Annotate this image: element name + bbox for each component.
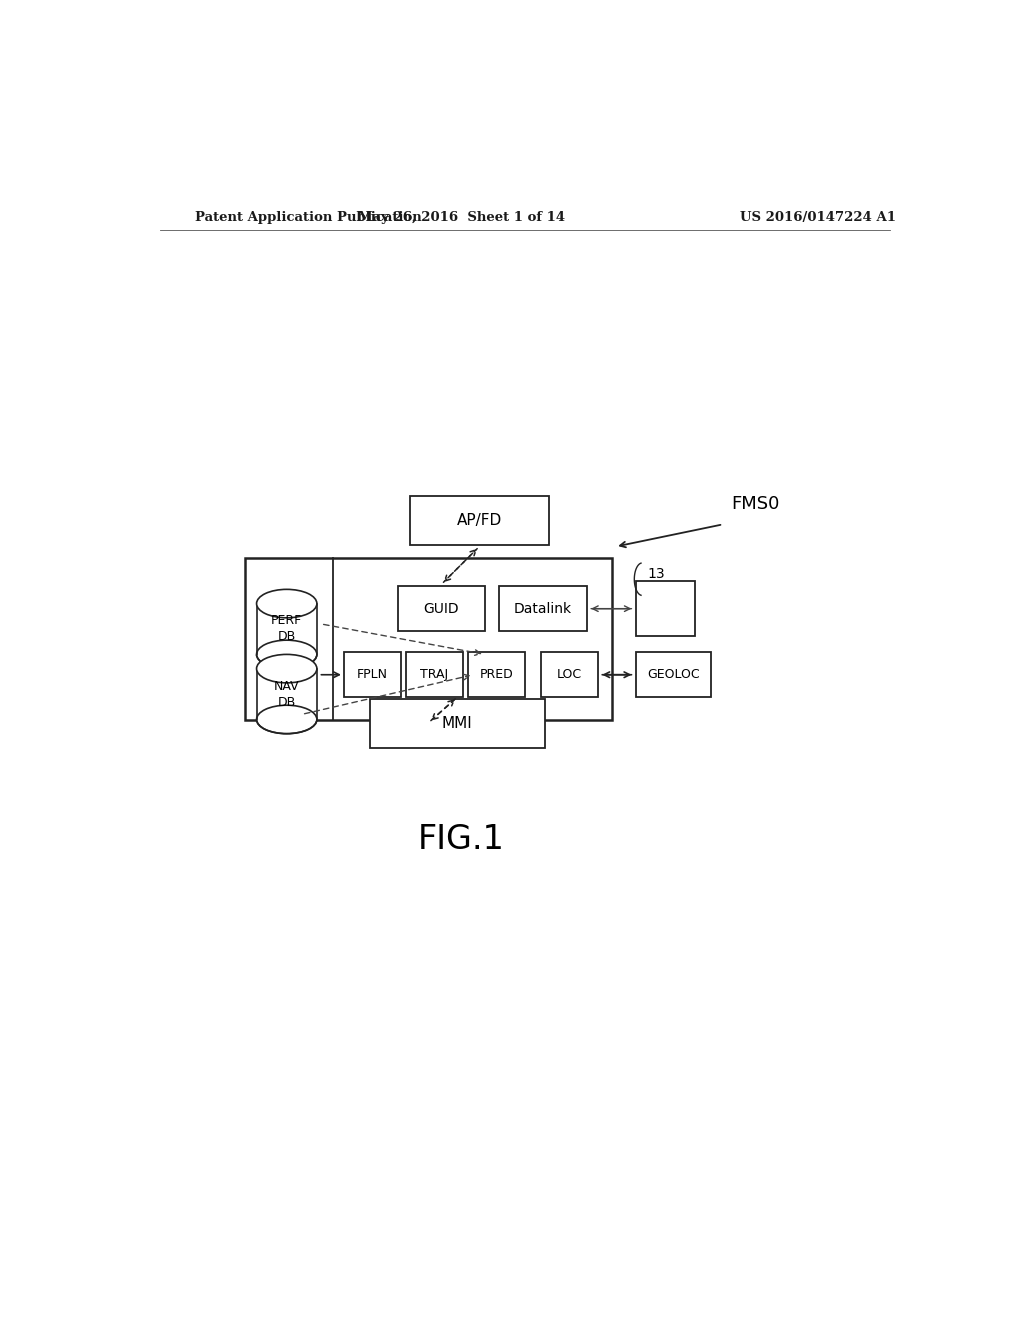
Text: PRED: PRED	[479, 668, 513, 681]
Bar	[500, 586, 587, 631]
Text: TRAJ: TRAJ	[420, 668, 449, 681]
Text: NAV
DB: NAV DB	[273, 680, 300, 709]
Bar	[257, 603, 316, 655]
Ellipse shape	[257, 640, 316, 669]
Text: May 26, 2016  Sheet 1 of 14: May 26, 2016 Sheet 1 of 14	[357, 211, 565, 224]
Text: Patent Application Publication: Patent Application Publication	[196, 211, 422, 224]
Text: LOC: LOC	[557, 668, 582, 681]
Bar	[257, 669, 316, 719]
Text: 13: 13	[647, 568, 665, 581]
Text: PERF
DB: PERF DB	[271, 615, 302, 643]
Text: Datalink: Datalink	[514, 602, 572, 615]
Bar	[406, 652, 463, 697]
Bar	[636, 652, 712, 697]
Text: FIG.1: FIG.1	[418, 822, 505, 855]
Bar	[636, 581, 695, 636]
Ellipse shape	[257, 589, 316, 618]
Text: MMI: MMI	[442, 715, 473, 731]
Text: FMS0: FMS0	[731, 495, 779, 513]
Bar	[468, 652, 524, 697]
Text: AP/FD: AP/FD	[457, 512, 502, 528]
Bar	[397, 586, 485, 631]
Bar	[410, 496, 549, 545]
Text: GUID: GUID	[424, 602, 460, 615]
Text: FPLN: FPLN	[357, 668, 388, 681]
Text: US 2016/0147224 A1: US 2016/0147224 A1	[740, 211, 896, 224]
Bar	[344, 652, 401, 697]
Ellipse shape	[257, 655, 316, 682]
Bar	[246, 558, 612, 721]
Bar	[541, 652, 598, 697]
Text: GEOLOC: GEOLOC	[647, 668, 700, 681]
Bar	[370, 700, 545, 748]
Ellipse shape	[257, 705, 316, 734]
